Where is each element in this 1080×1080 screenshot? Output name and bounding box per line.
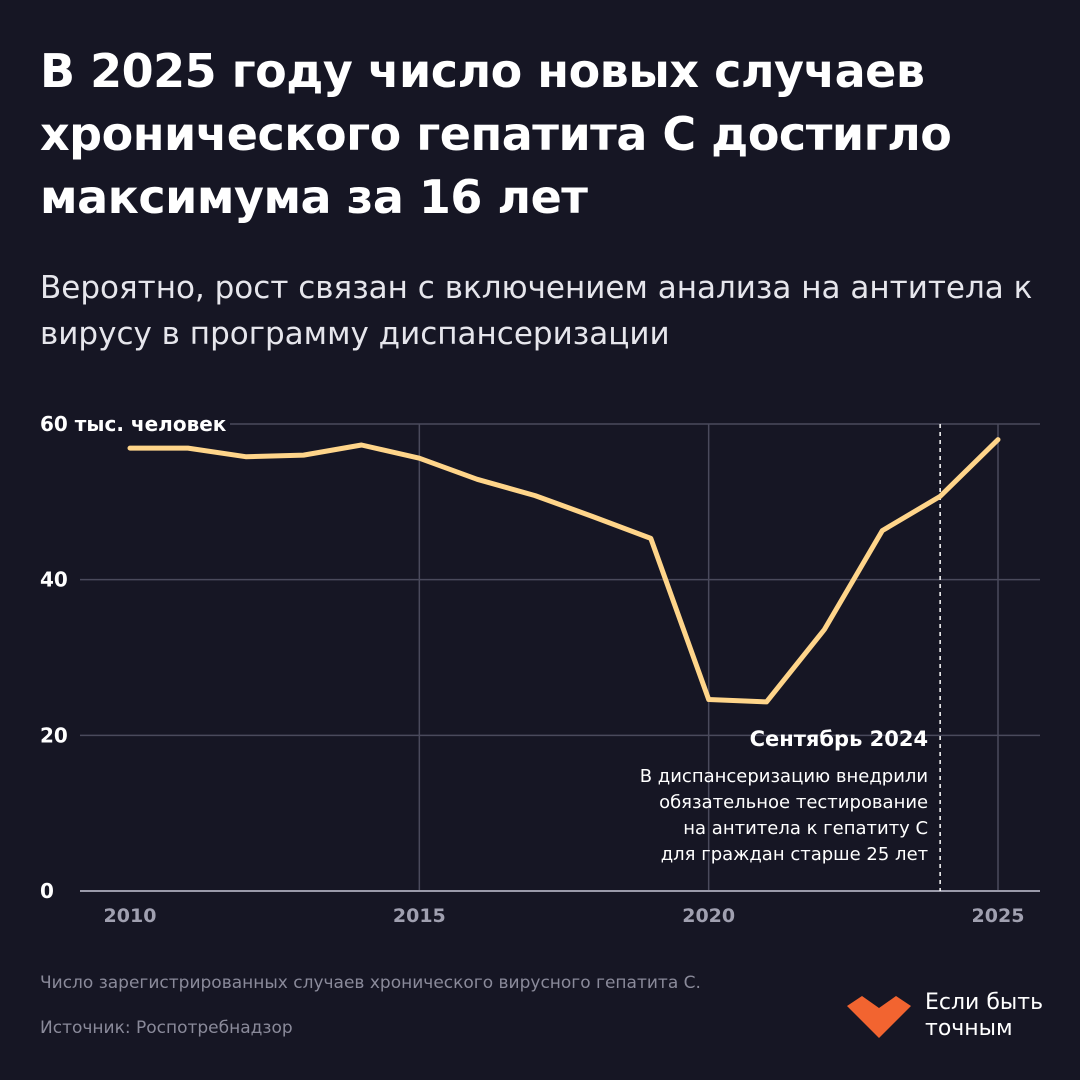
annotation-line: для граждан старше 25 лет [661, 844, 928, 865]
annotation-line: В диспансеризацию внедрили [640, 766, 928, 787]
brand-block: Если быть точным [845, 990, 1055, 1050]
annotation-line: на антитела к гепатиту С [683, 818, 928, 839]
horizontal-gridlines [80, 423, 1040, 737]
x-tick-label: 2020 [682, 905, 735, 927]
y-tick-label: 0 [40, 879, 54, 903]
chart-title: В 2025 году число новых случаев хроничес… [40, 44, 952, 224]
y-tick-label: 20 [40, 723, 68, 747]
annotation-title: Сентябрь 2024 [750, 727, 929, 751]
series-line [127, 437, 1001, 705]
brand-name-line-1: Если быть [925, 990, 1044, 1015]
x-tick-labels: 2010 2015 2020 2025 [104, 905, 1025, 927]
x-tick-label: 2025 [972, 905, 1025, 927]
y-tick-label: 60 тыс. человек [40, 412, 227, 436]
x-tick-label: 2015 [393, 905, 446, 927]
heart-logo-icon [847, 996, 911, 1038]
footnote: Число зарегистрированных случаев хрониче… [40, 973, 701, 993]
line-chart: 0 20 40 60 тыс. человек 2010 2015 2020 2025 Се… [36, 410, 1040, 927]
brand-name: Если быть точным [925, 990, 1055, 1042]
y-tick-labels: 0 20 40 60 тыс. человек [40, 412, 227, 903]
vertical-gridlines [418, 424, 999, 891]
y-tick-label: 40 [40, 568, 68, 592]
annotation-line: обязательное тестирование [659, 792, 928, 813]
annotation: Сентябрь 2024 В диспансеризацию внедрили… [640, 727, 928, 865]
brand-name-line-2: точным [925, 1016, 1013, 1041]
y-top-label-background [36, 410, 230, 438]
source-credit: Источник: Роспотребнадзор [40, 1018, 293, 1038]
x-tick-label: 2010 [104, 905, 157, 927]
chart-subtitle: Вероятно, рост связан с включением анали… [40, 270, 1033, 352]
